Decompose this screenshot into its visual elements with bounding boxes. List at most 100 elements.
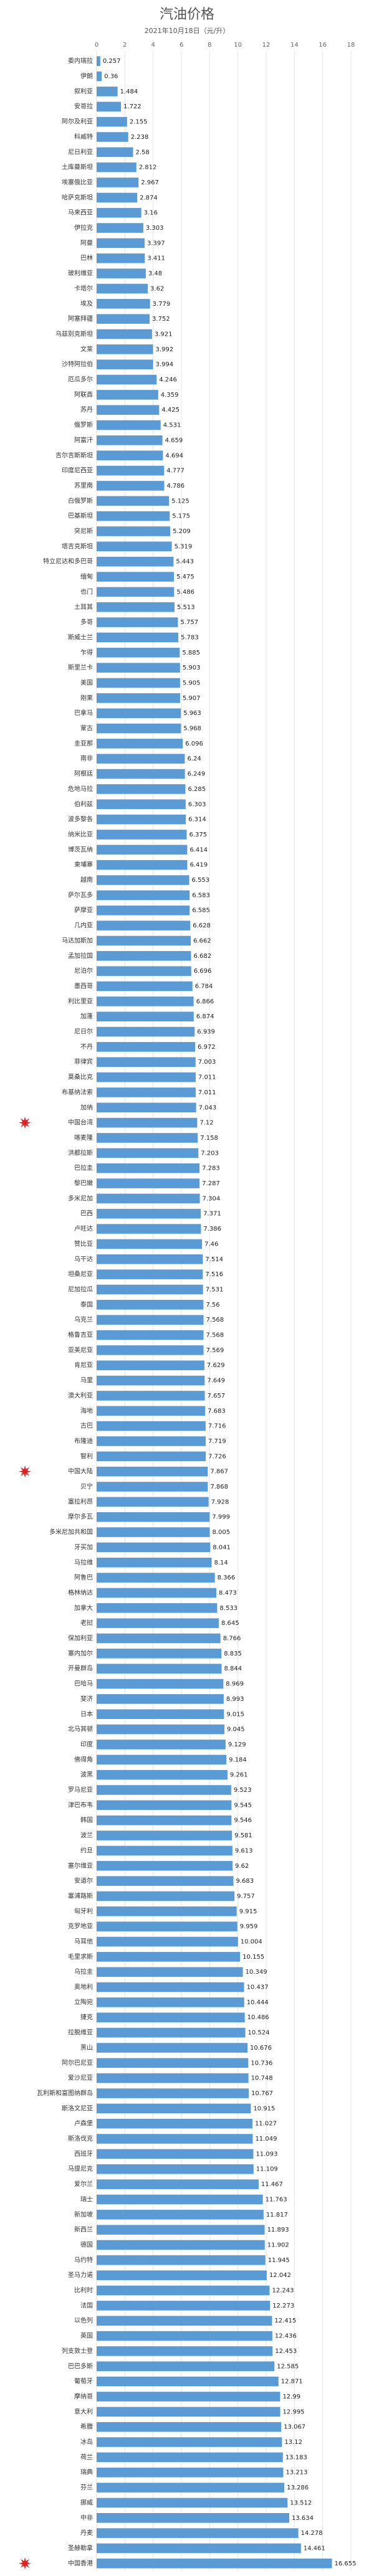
y-tick-label: 澳大利亚 <box>68 1391 93 1399</box>
data-label: 1.722 <box>123 103 141 110</box>
y-tick-label: 中国香港 <box>68 2559 93 2567</box>
y-tick-label: 津巴布韦 <box>68 1801 93 1809</box>
data-label: 7.716 <box>208 1423 226 1430</box>
data-label: 8.14 <box>214 1560 228 1566</box>
bar <box>97 2316 272 2326</box>
bar <box>97 2164 254 2174</box>
y-tick-label: 萨尔瓦多 <box>68 891 93 899</box>
y-tick-label: 赞比亚 <box>74 1239 93 1248</box>
data-label: 7.003 <box>198 1059 216 1066</box>
y-tick-label: 瓦利斯和富图纳群岛 <box>37 2089 93 2097</box>
y-tick-label: 沙特阿拉伯 <box>62 360 93 368</box>
data-label: 10.676 <box>250 2045 272 2052</box>
bar <box>97 1391 205 1401</box>
y-tick-label: 塞拉利昂 <box>68 1497 93 1505</box>
bar <box>97 1102 196 1113</box>
data-label: 3.16 <box>144 210 158 217</box>
y-tick-label: 以色列 <box>74 2316 93 2324</box>
bar <box>97 1224 201 1234</box>
y-tick-label: 韩国 <box>80 1816 93 1824</box>
y-tick-label: 泰国 <box>80 1300 93 1309</box>
bar <box>97 2058 249 2068</box>
y-tick-label: 摩纳哥 <box>74 2392 93 2400</box>
y-tick-label: 塞内加尔 <box>68 1649 93 1657</box>
y-tick-label: 阿塞拜疆 <box>68 315 93 323</box>
y-tick-label: 毛里求斯 <box>68 1953 93 1961</box>
data-label: 7.649 <box>207 1378 225 1385</box>
bar <box>97 1300 204 1310</box>
y-tick-label: 斐济 <box>80 1695 93 1703</box>
data-label: 6.553 <box>192 877 210 884</box>
y-tick-label: 奥地利 <box>74 1983 93 1991</box>
bar <box>97 1845 233 1856</box>
bar <box>97 2134 253 2144</box>
y-tick-label: 波兰 <box>80 1831 93 1839</box>
bar <box>97 950 191 961</box>
y-tick-label: 玻利维亚 <box>68 269 93 277</box>
y-tick-label: 乌克兰 <box>74 1315 93 1324</box>
data-label: 9.545 <box>234 1802 252 1809</box>
y-tick-label: 冰岛 <box>80 2438 93 2446</box>
bar <box>97 2255 266 2265</box>
data-label: 9.683 <box>236 1878 254 1885</box>
data-label: 9.959 <box>240 1923 258 1930</box>
bar <box>97 1664 222 1674</box>
bar <box>97 648 180 658</box>
data-label: 7.283 <box>202 1165 220 1172</box>
y-tick-label: 俄罗斯 <box>74 421 93 429</box>
data-label: 9.184 <box>229 1756 247 1763</box>
data-label: 7.46 <box>204 1241 218 1248</box>
bar <box>97 390 158 400</box>
y-tick-label: 中非 <box>80 2514 93 2522</box>
y-tick-label: 巴巴多斯 <box>68 2362 93 2370</box>
data-label: 7.568 <box>206 1332 224 1339</box>
bar <box>97 1072 196 1082</box>
x-tick-label: 12 <box>262 42 271 49</box>
data-label: 7.158 <box>200 1135 218 1142</box>
data-label: 11.902 <box>267 2242 289 2248</box>
data-label: 7.304 <box>203 1195 221 1202</box>
data-label: 10.767 <box>251 2090 273 2097</box>
bar <box>97 1649 222 1659</box>
data-label: 5.905 <box>183 680 201 687</box>
y-tick-label: 罗马尼亚 <box>68 1786 93 1794</box>
y-tick-label: 爱尔兰 <box>74 2180 93 2188</box>
data-label: 11.893 <box>267 2227 289 2233</box>
bar <box>97 329 152 339</box>
y-tick-label: 斯威士兰 <box>68 633 93 641</box>
y-tick-label: 斯里兰卡 <box>68 663 93 671</box>
y-tick-label: 纳米比亚 <box>68 830 93 838</box>
bar <box>97 1921 237 1931</box>
y-tick-label: 阿曼 <box>80 239 93 247</box>
data-label: 5.486 <box>176 589 194 595</box>
y-tick-label: 特立尼达和多巴哥 <box>43 557 93 566</box>
y-tick-label: 列支敦士登 <box>62 2347 93 2355</box>
bar <box>97 2179 259 2189</box>
data-label: 16.655 <box>335 2560 357 2567</box>
y-tick-label: 委内瑞拉 <box>68 57 93 65</box>
data-label: 11.093 <box>256 2151 277 2157</box>
data-label: 5.757 <box>180 619 198 626</box>
bar <box>97 1891 235 1901</box>
bar <box>97 1800 232 1811</box>
bar <box>97 1982 244 1992</box>
data-label: 3.397 <box>147 240 165 247</box>
y-tick-label: 中国台湾 <box>68 1119 93 1127</box>
y-tick-label: 摩尔多瓦 <box>68 1513 93 1521</box>
data-label: 9.015 <box>226 1711 244 1718</box>
y-tick-label: 老挝 <box>80 1619 93 1627</box>
data-label: 6.096 <box>185 741 203 747</box>
data-label: 10.437 <box>247 1984 269 1991</box>
bar <box>97 2209 264 2220</box>
data-label: 7.719 <box>208 1438 226 1445</box>
data-label: 6.24 <box>187 755 201 762</box>
bar <box>97 1208 201 1219</box>
bar <box>97 223 143 233</box>
data-label: 2.812 <box>139 164 157 171</box>
data-label: 12.453 <box>275 2348 297 2355</box>
data-label: 9.613 <box>235 1847 253 1854</box>
bar <box>97 708 181 718</box>
bar <box>97 1254 203 1264</box>
bar <box>97 845 188 855</box>
bar <box>97 435 163 445</box>
